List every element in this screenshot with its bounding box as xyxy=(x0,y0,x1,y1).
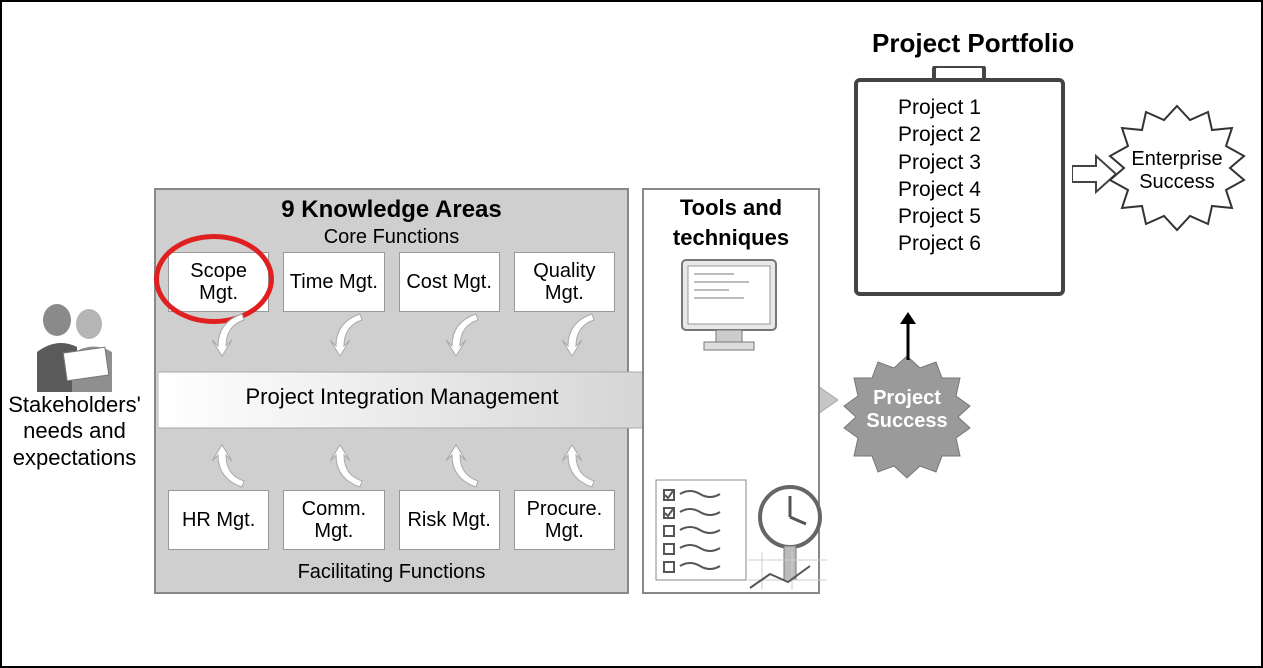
fn-time: Time Mgt. xyxy=(283,252,384,312)
project-item: Project 4 xyxy=(898,176,981,203)
scope-highlight-circle xyxy=(154,234,274,324)
diagram-canvas: Stakeholders' needs and expectations 9 K… xyxy=(0,0,1263,668)
arrow-time-down xyxy=(330,312,370,357)
enterprise-line2: Success xyxy=(1139,171,1215,193)
tools-label-1: Tools and xyxy=(644,196,818,220)
project-item: Project 6 xyxy=(898,230,981,257)
arrow-procure-up xyxy=(562,444,602,489)
computer-monitor-icon xyxy=(674,256,784,356)
up-arrow-icon xyxy=(898,312,918,360)
fn-risk: Risk Mgt. xyxy=(399,490,500,550)
arrow-cost-down xyxy=(446,312,486,357)
portfolio-title: Project Portfolio xyxy=(872,28,1074,59)
enterprise-line1: Enterprise xyxy=(1131,148,1222,170)
project-item: Project 5 xyxy=(898,203,981,230)
arrow-comm-up xyxy=(330,444,370,489)
arrow-scope-down xyxy=(212,312,252,357)
fn-procure: Procure. Mgt. xyxy=(514,490,615,550)
arrow-quality-down xyxy=(562,312,602,357)
tools-label-2: techniques xyxy=(644,226,818,250)
project-success-line2: Success xyxy=(866,410,947,432)
enterprise-success-text: Enterprise Success xyxy=(1112,148,1242,194)
stakeholders-illustration xyxy=(17,292,137,392)
checklist-clock-icon xyxy=(652,472,827,592)
project-item: Project 3 xyxy=(898,149,981,176)
arrow-risk-up xyxy=(446,444,486,489)
facilitating-functions-row: HR Mgt. Comm. Mgt. Risk Mgt. Procure. Mg… xyxy=(168,490,615,550)
fn-cost: Cost Mgt. xyxy=(399,252,500,312)
knowledge-title: 9 Knowledge Areas xyxy=(156,196,627,224)
stakeholders-label: Stakeholders' needs and expectations xyxy=(2,392,147,471)
projects-list: Project 1 Project 2 Project 3 Project 4 … xyxy=(898,94,981,258)
project-item: Project 1 xyxy=(898,94,981,121)
project-item: Project 2 xyxy=(898,121,981,148)
arrow-hr-up xyxy=(212,444,252,489)
fn-comm: Comm. Mgt. xyxy=(283,490,384,550)
integration-label: Project Integration Management xyxy=(192,384,612,410)
fn-hr: HR Mgt. xyxy=(168,490,269,550)
project-success-text: Project Success xyxy=(857,387,957,433)
project-success-line1: Project xyxy=(873,387,941,409)
facilitating-functions-label: Facilitating Functions xyxy=(156,561,627,584)
fn-quality: Quality Mgt. xyxy=(514,252,615,312)
